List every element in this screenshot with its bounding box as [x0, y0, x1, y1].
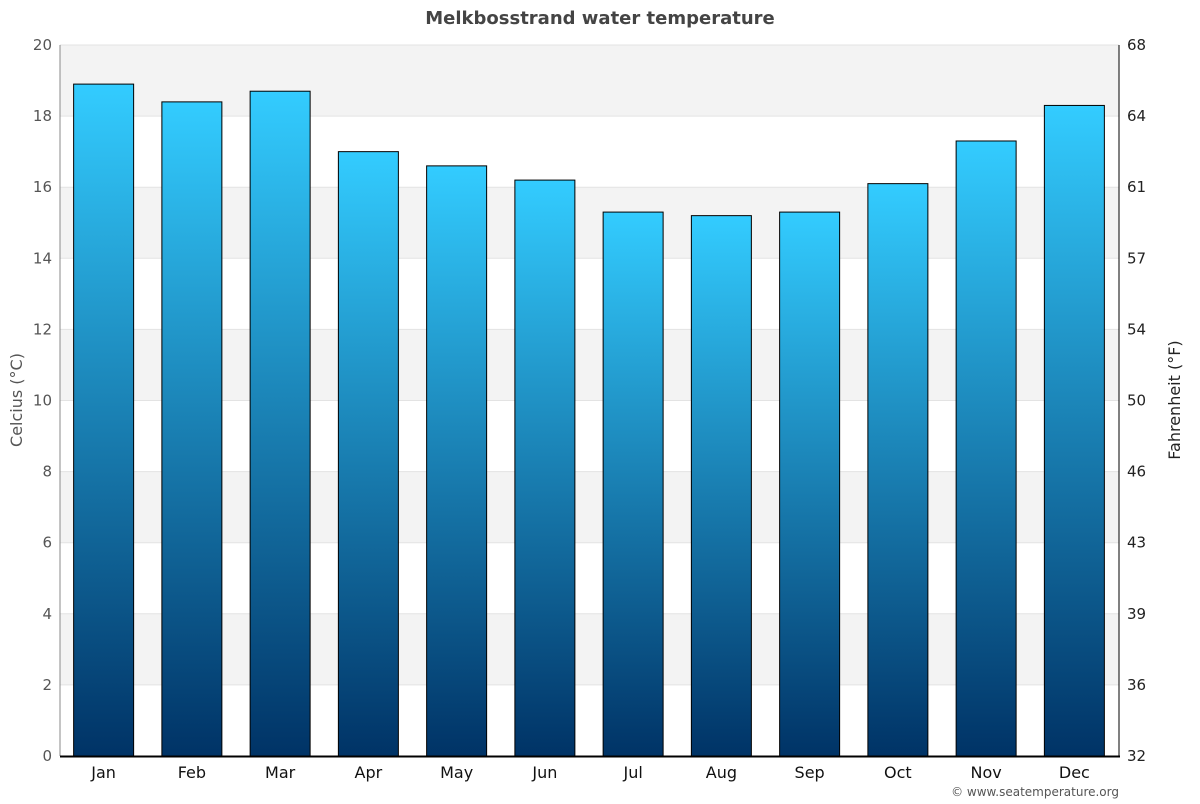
y-tick-label-right: 57 [1127, 249, 1146, 267]
grid-band [60, 471, 1119, 543]
x-tick-label: Sep [795, 763, 825, 782]
y-tick-label: 14 [33, 249, 52, 267]
y-tick-label: 2 [42, 676, 52, 694]
y-axis-label-right: Fahrenheit (°F) [1165, 340, 1184, 459]
x-tick-label: Aug [706, 763, 737, 782]
bar-jan [73, 83, 135, 757]
bar-sep [779, 211, 841, 757]
bar-feb [161, 101, 223, 757]
y-tick-label: 4 [42, 605, 52, 623]
credit-text: © www.seatemperature.org [951, 785, 1119, 799]
x-tick-label: Mar [265, 763, 296, 782]
y-tick-label-right: 36 [1127, 676, 1146, 694]
grid-band [60, 187, 1119, 259]
bar-mar [249, 90, 311, 757]
y-tick-label-right: 46 [1127, 463, 1146, 481]
y-tick-label-right: 61 [1127, 178, 1146, 196]
bar-oct [867, 183, 929, 757]
x-tick-label: Dec [1059, 763, 1090, 782]
x-tick-label: Apr [355, 763, 383, 782]
chart-title: Melkbosstrand water temperature [425, 8, 774, 29]
x-tick-labels: Jan Feb Mar Apr May Jun Jul Aug Sep Oct Nov Dec [90, 763, 1090, 782]
bars [73, 83, 1105, 757]
x-tick-label: Jun [531, 763, 557, 782]
bar-apr [337, 151, 399, 757]
left-tick-labels: 0 2 4 6 8 10 12 14 16 18 20 [33, 36, 52, 765]
bar-may [426, 165, 488, 757]
grid-band [60, 45, 1119, 117]
x-tick-label: Oct [884, 763, 912, 782]
y-tick-label-right: 43 [1127, 534, 1146, 552]
y-tick-label: 16 [33, 178, 52, 196]
y-axis-label: Celcius (°C) [7, 353, 26, 447]
y-tick-label-right: 50 [1127, 392, 1146, 410]
bar-nov [955, 140, 1017, 757]
y-tick-label: 20 [33, 36, 52, 54]
right-tick-labels: 32 36 39 43 46 50 54 57 61 64 68 [1127, 36, 1146, 765]
grid-band [60, 613, 1119, 685]
y-tick-label: 0 [42, 747, 52, 765]
x-tick-label: Feb [178, 763, 206, 782]
x-tick-label: May [440, 763, 473, 782]
y-tick-label: 8 [42, 463, 52, 481]
bar-aug [690, 215, 752, 757]
y-tick-label: 10 [33, 392, 52, 410]
grid-band [60, 329, 1119, 401]
bar-jun [514, 179, 576, 757]
bar-dec [1043, 104, 1105, 757]
y-tick-label-right: 64 [1127, 107, 1146, 125]
background-bands [60, 45, 1119, 685]
y-tick-label-right: 32 [1127, 747, 1146, 765]
y-tick-label-right: 54 [1127, 320, 1146, 338]
gridlines [60, 44, 1119, 757]
x-tick-label: Nov [971, 763, 1002, 782]
x-tick-label: Jan [90, 763, 116, 782]
y-tick-label: 6 [42, 534, 52, 552]
bar-jul [602, 211, 664, 757]
y-tick-label-right: 39 [1127, 605, 1146, 623]
y-tick-label: 18 [33, 107, 52, 125]
y-tick-label-right: 68 [1127, 36, 1146, 54]
x-tick-label: Jul [622, 763, 642, 782]
y-tick-label: 12 [33, 320, 52, 338]
